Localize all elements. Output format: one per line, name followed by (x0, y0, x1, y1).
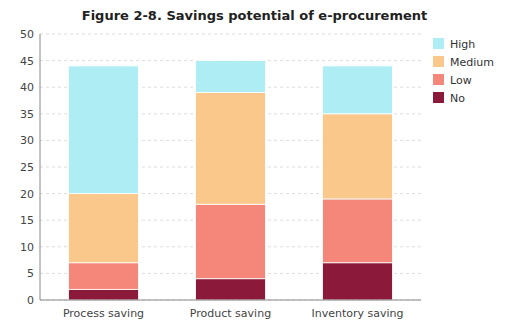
bar (69, 263, 139, 290)
bar (196, 93, 266, 205)
bar (69, 194, 139, 263)
grid-line (40, 34, 421, 35)
chart: Figure 2-8. Savings potential of e-procu… (0, 0, 509, 330)
bar (323, 66, 393, 114)
bar (69, 66, 139, 194)
y-tick-label: 0 (27, 294, 34, 307)
bars (69, 61, 393, 300)
y-tick-label: 45 (20, 55, 34, 68)
y-tick-label: 15 (20, 214, 34, 227)
bar (196, 204, 266, 278)
y-tick-label: 30 (20, 134, 34, 147)
x-tick-label: Process saving (63, 307, 144, 320)
bar (323, 263, 393, 300)
legend-swatch (433, 38, 444, 49)
bar (323, 114, 393, 199)
x-axis (40, 300, 421, 301)
grid-line (40, 300, 421, 301)
legend: High Medium Low No (433, 38, 494, 105)
legend-swatch (433, 56, 444, 67)
bar (323, 199, 393, 263)
bar (196, 279, 266, 300)
y-tick-label: 5 (27, 267, 34, 280)
legend-label: Medium (450, 56, 494, 69)
bar (69, 289, 139, 300)
title: Figure 2-8. Savings potential of e-procu… (82, 8, 427, 23)
legend-label: Low (450, 74, 472, 87)
legend-swatch (433, 74, 444, 85)
legend-label: No (450, 92, 465, 105)
y-axis (40, 34, 41, 300)
x-tick-label: Inventory saving (311, 307, 403, 320)
y-tick-label: 10 (20, 241, 34, 254)
legend-label: High (450, 38, 475, 51)
grid (40, 34, 421, 300)
legend-swatch (433, 92, 444, 103)
y-tick-label: 20 (20, 188, 34, 201)
y-tick-label: 40 (20, 81, 34, 94)
bar (196, 61, 266, 93)
y-tick-label: 35 (20, 108, 34, 121)
y-tick-label: 25 (20, 161, 34, 174)
x-tick-label: Product saving (190, 307, 271, 320)
y-tick-label: 50 (20, 28, 34, 41)
